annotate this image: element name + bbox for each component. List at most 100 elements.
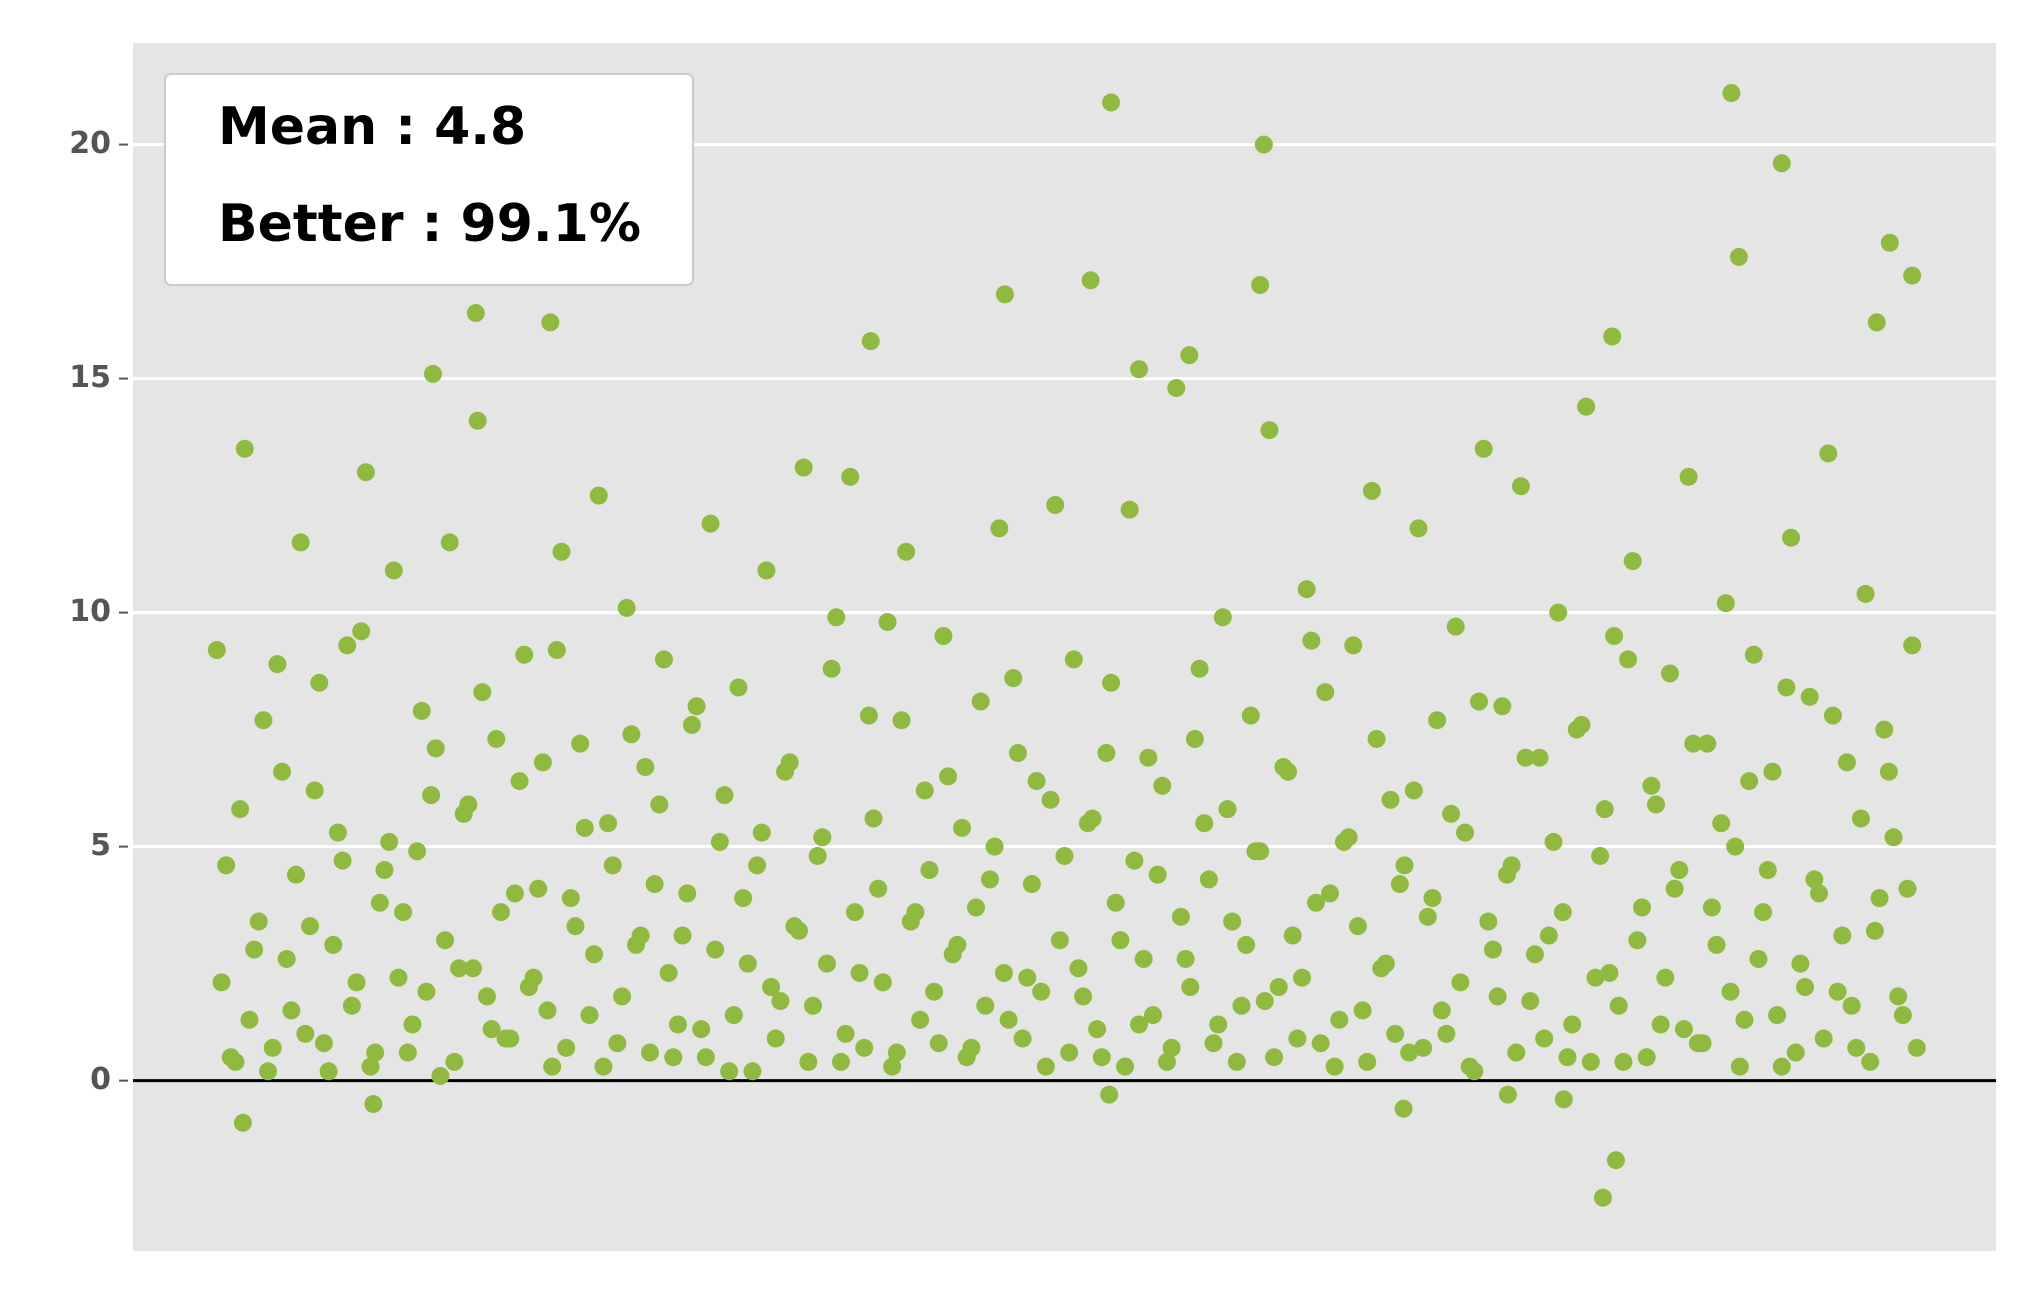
point <box>1474 439 1493 458</box>
point <box>575 818 594 837</box>
point <box>953 818 972 837</box>
point <box>1418 907 1437 926</box>
point <box>1097 744 1116 763</box>
point <box>1004 669 1023 688</box>
point <box>640 1043 659 1062</box>
point <box>878 612 897 631</box>
point <box>468 411 487 430</box>
point <box>1288 1029 1307 1048</box>
point <box>1856 584 1875 603</box>
point <box>780 753 799 772</box>
point <box>1805 870 1824 889</box>
point <box>1400 1043 1419 1062</box>
point <box>328 823 347 842</box>
point <box>1609 996 1628 1015</box>
point <box>557 1038 576 1057</box>
point <box>384 561 403 580</box>
point <box>939 767 958 786</box>
point <box>566 917 585 936</box>
point <box>1390 875 1409 894</box>
point <box>1651 1015 1670 1034</box>
point <box>1572 715 1591 734</box>
point <box>1213 608 1232 627</box>
point <box>790 921 809 940</box>
point <box>1386 1024 1405 1043</box>
point <box>1088 1020 1107 1039</box>
point <box>1320 884 1339 903</box>
point <box>1102 93 1121 112</box>
point <box>687 697 706 716</box>
point <box>505 884 524 903</box>
point <box>1171 907 1190 926</box>
point <box>1744 645 1763 664</box>
point <box>1530 748 1549 767</box>
point <box>1130 1015 1149 1034</box>
point <box>1707 935 1726 954</box>
point <box>254 711 273 730</box>
point <box>1423 889 1442 908</box>
point <box>1376 954 1395 973</box>
point <box>1139 748 1158 767</box>
point <box>743 1062 762 1081</box>
point <box>314 1034 333 1053</box>
point <box>1558 1048 1577 1067</box>
point <box>440 533 459 552</box>
point <box>1586 968 1605 987</box>
point <box>436 931 455 950</box>
point <box>1013 1029 1032 1048</box>
point <box>859 706 878 725</box>
point <box>1394 1099 1413 1118</box>
point <box>1730 1057 1749 1076</box>
point <box>1698 734 1717 753</box>
point <box>1446 617 1465 636</box>
point <box>682 715 701 734</box>
point <box>580 1006 599 1025</box>
point <box>1325 1057 1344 1076</box>
point <box>799 1052 818 1071</box>
point <box>510 772 529 791</box>
point <box>1027 772 1046 791</box>
point <box>1633 898 1652 917</box>
point <box>454 804 473 823</box>
point <box>1577 397 1596 416</box>
point <box>864 809 883 828</box>
point <box>1656 968 1675 987</box>
point <box>1591 846 1610 865</box>
point <box>1833 926 1852 945</box>
point <box>1660 664 1679 683</box>
point <box>1116 1057 1135 1076</box>
point <box>310 673 329 692</box>
point <box>827 608 846 627</box>
point <box>999 1010 1018 1029</box>
point <box>1353 1001 1372 1020</box>
point <box>1181 978 1200 997</box>
point <box>1726 837 1745 856</box>
point <box>762 978 781 997</box>
point <box>654 650 673 669</box>
point <box>990 519 1009 538</box>
point <box>473 683 492 702</box>
point <box>1619 650 1638 669</box>
point <box>1884 828 1903 847</box>
point <box>594 1057 613 1076</box>
point <box>1125 851 1144 870</box>
point <box>422 786 441 805</box>
point <box>463 959 482 978</box>
point <box>1865 921 1884 940</box>
point <box>1674 1020 1693 1039</box>
point <box>808 846 827 865</box>
point <box>1362 481 1381 500</box>
annotation-box: Mean : 4.8 Better : 99.1% <box>164 73 694 286</box>
point <box>291 533 310 552</box>
point <box>1693 1034 1712 1053</box>
point <box>1684 734 1703 753</box>
point <box>967 898 986 917</box>
point <box>333 851 352 870</box>
point <box>971 692 990 711</box>
point <box>636 758 655 777</box>
point <box>841 467 860 486</box>
point <box>1339 828 1358 847</box>
point <box>324 935 343 954</box>
point <box>1232 996 1251 1015</box>
point <box>1828 982 1847 1001</box>
